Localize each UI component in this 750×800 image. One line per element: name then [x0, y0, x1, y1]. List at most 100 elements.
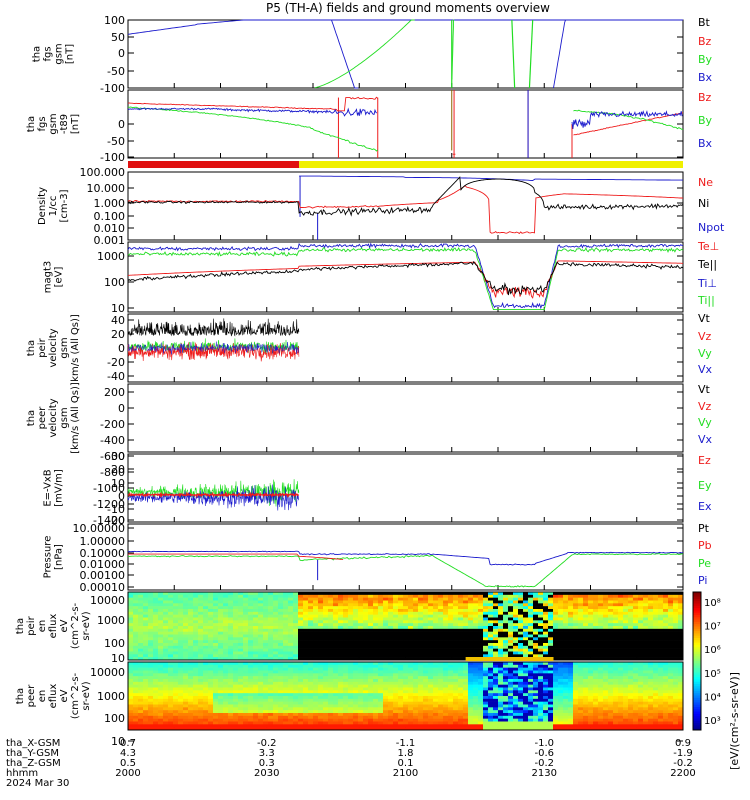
- heatmap-peir-en-cell: [643, 606, 649, 610]
- heatmap-peer-en-cell: [483, 698, 489, 702]
- heatmap-peir-en-cell: [233, 645, 239, 649]
- heatmap-peer-en-cell: [493, 679, 499, 683]
- heatmap-peir-en-cell: [518, 628, 524, 632]
- heatmap-peir-en-cell: [148, 634, 154, 638]
- heatmap-peir-en-cell: [458, 651, 464, 655]
- heatmap-peir-en-cell: [163, 611, 169, 615]
- heatmap-peer-en-cell: [518, 707, 524, 711]
- heatmap-peir-en-cell: [518, 617, 524, 621]
- heatmap-peir-en-cell: [473, 651, 479, 655]
- heatmap-peir-en-cell: [393, 637, 399, 641]
- heatmap-peir-en-cell: [428, 626, 434, 630]
- heatmap-peer-en-cell: [248, 667, 254, 671]
- heatmap-peer-en-cell: [218, 690, 224, 694]
- heatmap-peir-en-cell: [368, 651, 374, 655]
- heatmap-peir-en-cell: [303, 592, 309, 596]
- heatmap-peer-en-cell: [138, 693, 144, 697]
- heatmap-peir-en-cell: [153, 651, 159, 655]
- heatmap-peir-en-cell: [233, 611, 239, 615]
- heatmap-peer-en-cell: [348, 667, 354, 671]
- heatmap-peir-en-cell: [188, 609, 194, 613]
- heatmap-peer-en-cell: [418, 679, 424, 683]
- heatmap-peer-en-cell: [443, 676, 449, 680]
- heatmap-peir-en-cell: [198, 620, 204, 624]
- heatmap-peir-en-cell: [568, 611, 574, 615]
- heatmap-peer-en-cell: [243, 690, 249, 694]
- heatmap-peir-en-cell: [528, 654, 534, 658]
- heatmap-peer-en-cell: [233, 670, 239, 674]
- heatmap-peir-en-cell: [528, 611, 534, 615]
- heatmap-peir-en-cell: [213, 648, 219, 652]
- heatmap-peir-en-cell: [473, 631, 479, 635]
- heatmap-peer-en-cell: [468, 704, 474, 708]
- heatmap-peir-en-cell: [518, 643, 524, 647]
- heatmap-peer-en-cell: [163, 690, 169, 694]
- heatmap-peir-en-cell: [563, 631, 569, 635]
- heatmap-peer-en-cell: [243, 724, 249, 728]
- heatmap-peer-en-cell: [358, 693, 364, 697]
- heatmap-peir-en-cell: [338, 614, 344, 618]
- legend-temp-Ti: Ti⊥: [697, 277, 717, 290]
- heatmap-peir-en-cell: [588, 637, 594, 641]
- series-temp-Tiperp: [127, 242, 684, 310]
- heatmap-peir-en-cell: [463, 600, 469, 604]
- heatmap-peir-en-cell: [608, 631, 614, 635]
- heatmap-peir-en-cell: [458, 654, 464, 658]
- heatmap-peir-en-cell: [143, 645, 149, 649]
- heatmap-peer-en-cell: [283, 710, 289, 714]
- heatmap-peir-en-cell: [468, 617, 474, 621]
- heatmap-peir-en-cell: [233, 651, 239, 655]
- heatmap-peir-en-cell: [588, 592, 594, 596]
- heatmap-peer-en-cell: [283, 707, 289, 711]
- heatmap-peer-en-cell: [143, 727, 149, 731]
- heatmap-peir-en-cell: [673, 637, 679, 641]
- heatmap-peer-en-cell: [508, 701, 514, 705]
- heatmap-peer-en-cell: [183, 673, 189, 677]
- heatmap-peir-en-cell: [133, 594, 139, 598]
- heatmap-peir-en-cell: [258, 592, 264, 596]
- heatmap-peir-en-cell: [638, 606, 644, 610]
- heatmap-peer-en-cell: [523, 707, 529, 711]
- heatmap-peer-en-cell: [148, 690, 154, 694]
- heatmap-peer-en-cell: [333, 701, 339, 705]
- heatmap-peir-en-cell: [433, 651, 439, 655]
- heatmap-peir-en-cell: [638, 640, 644, 644]
- heatmap-peir-en-cell: [418, 603, 424, 607]
- heatmap-peir-en-cell: [638, 594, 644, 598]
- heatmap-peer-en-cell: [338, 673, 344, 677]
- heatmap-peer-en-cell: [353, 710, 359, 714]
- heatmap-peir-en-cell: [643, 640, 649, 644]
- heatmap-peir-en-cell: [643, 592, 649, 596]
- heatmap-peer-en-cell: [508, 727, 514, 731]
- heatmap-peer-en-cell: [308, 724, 314, 728]
- heatmap-peir-en-cell: [543, 603, 549, 607]
- heatmap-peer-en-cell: [293, 696, 299, 700]
- heatmap-peer-en-cell: [313, 664, 319, 668]
- heatmap-peir-en-cell: [493, 623, 499, 627]
- heatmap-peir-en-cell: [133, 631, 139, 635]
- heatmap-peer-en-cell: [458, 693, 464, 697]
- heatmap-peer-en-cell: [438, 676, 444, 680]
- heatmap-peir-en-cell: [433, 645, 439, 649]
- heatmap-peir-en-cell: [303, 626, 309, 630]
- heatmap-peer-en-cell: [348, 698, 354, 702]
- heatmap-peir-en-cell: [308, 626, 314, 630]
- y-tick-label-efield: 10: [111, 477, 125, 490]
- heatmap-peer-en-cell: [508, 664, 514, 668]
- heatmap-peir-en-cell: [208, 617, 214, 621]
- heatmap-peer-en-cell: [343, 667, 349, 671]
- heatmap-peir-en-cell: [558, 657, 564, 661]
- heatmap-peir-en-cell: [368, 640, 374, 644]
- heatmap-peir-en-cell: [563, 648, 569, 652]
- heatmap-peer-en-cell: [283, 676, 289, 680]
- heatmap-peer-en-cell: [263, 684, 269, 688]
- heatmap-peer-en-cell: [428, 667, 434, 671]
- heatmap-peer-en-cell: [358, 715, 364, 719]
- heatmap-peir-en-cell: [553, 594, 559, 598]
- heatmap-peir-en-cell: [503, 640, 509, 644]
- heatmap-peir-en-cell: [638, 603, 644, 607]
- heatmap-peer-en-cell: [253, 727, 259, 731]
- heatmap-peer-en-cell: [328, 673, 334, 677]
- heatmap-peir-en-cell: [663, 626, 669, 630]
- heatmap-peer-en-cell: [158, 713, 164, 717]
